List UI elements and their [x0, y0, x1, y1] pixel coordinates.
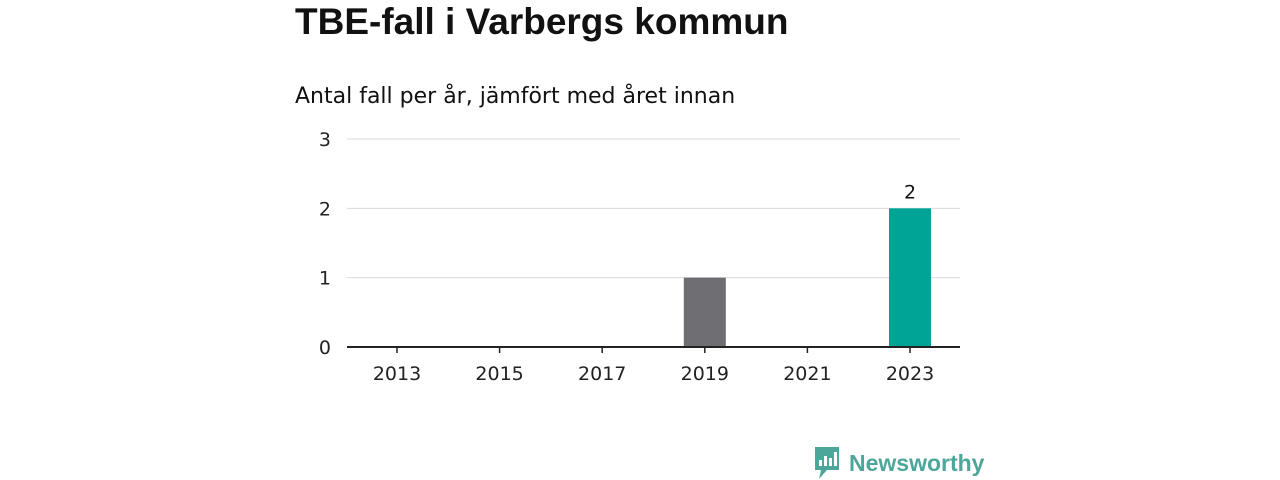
x-tick-label: 2021	[783, 363, 831, 385]
x-tick-label: 2013	[373, 363, 421, 385]
data-label: 2	[904, 181, 916, 203]
x-tick-label: 2015	[475, 363, 523, 385]
chart-title: TBE-fall i Varbergs kommun	[295, 1, 789, 42]
x-tick-label: 2017	[578, 363, 626, 385]
y-tick-label: 0	[319, 337, 331, 359]
brand-logo: Newsworthy	[813, 446, 984, 480]
x-tick-label: 2023	[886, 363, 934, 385]
chart-subtitle: Antal fall per år, jämfört med året inna…	[295, 84, 736, 109]
brand-name: Newsworthy	[849, 450, 985, 476]
newsworthy-logo-icon	[815, 447, 839, 479]
bar-2023	[889, 208, 931, 347]
x-tick-label: 2019	[681, 363, 729, 385]
bar-chart: 0 1 2 3 2 2013 2015 2017 2019 2021 2023	[319, 129, 960, 385]
bar-2019	[683, 277, 726, 347]
y-tick-label: 1	[319, 268, 331, 290]
y-tick-label: 2	[319, 198, 331, 220]
y-tick-label: 3	[319, 129, 331, 151]
